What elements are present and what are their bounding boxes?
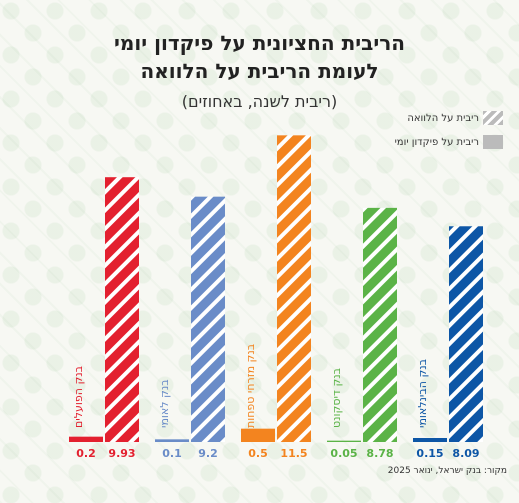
bank-label-1: בנק לאומי — [158, 379, 171, 428]
legend-item-loan: ריבית על הלוואה — [383, 108, 503, 128]
bar-deposit-4 — [413, 438, 447, 442]
chart-subtitle: (ריבית לשנה, באחוזים) — [181, 92, 338, 111]
bar-deposit-3 — [327, 440, 361, 442]
value-label-deposit-1: 0.1 — [162, 447, 182, 460]
bar-loan-2 — [277, 135, 311, 443]
value-label-deposit-4: 0.15 — [416, 447, 443, 460]
legend-item-deposit: ריבית על פיקדון יומי — [383, 132, 503, 152]
bar-deposit-2 — [241, 428, 275, 442]
legend-swatch-striped — [483, 111, 503, 125]
bar-loan-4 — [449, 226, 483, 442]
value-label-deposit-2: 0.5 — [248, 447, 268, 460]
bar-loan-0 — [105, 177, 139, 442]
bar-deposit-0 — [69, 436, 103, 442]
legend-label-loan: ריבית על הלוואה — [407, 112, 479, 124]
value-label-loan-1: 9.2 — [198, 447, 218, 460]
chart-title-line2: לעומת הריבית על הלוואה — [140, 59, 379, 83]
legend-label-deposit: ריבית על פיקדון יומי — [394, 136, 479, 148]
value-label-deposit-0: 0.2 — [76, 447, 96, 460]
bar-loan-3 — [363, 207, 397, 442]
source-note: מקור: בנק ישראל, ינואר 2025 — [387, 466, 507, 476]
legend: ריבית על הלוואה ריבית על פיקדון יומי — [383, 108, 503, 152]
value-label-loan-0: 9.93 — [108, 447, 135, 460]
bank-label-4: בנק הבינלאומי — [416, 359, 429, 428]
bank-label-2: בנק מזרחי טפחות — [244, 344, 257, 428]
bank-label-0: בנק הפועלים — [72, 366, 85, 428]
value-label-deposit-3: 0.05 — [330, 447, 357, 460]
value-label-loan-3: 8.78 — [366, 447, 393, 460]
chart-title-line1: הריבית החציונית על פיקדון יומי — [114, 31, 405, 55]
value-label-loan-2: 11.5 — [280, 447, 307, 460]
value-label-loan-4: 8.09 — [452, 447, 479, 460]
bar-loan-1 — [191, 196, 225, 442]
legend-swatch-solid — [483, 135, 503, 149]
bar-deposit-1 — [155, 439, 189, 442]
bank-label-3: בנק דיסקונט — [330, 368, 343, 428]
